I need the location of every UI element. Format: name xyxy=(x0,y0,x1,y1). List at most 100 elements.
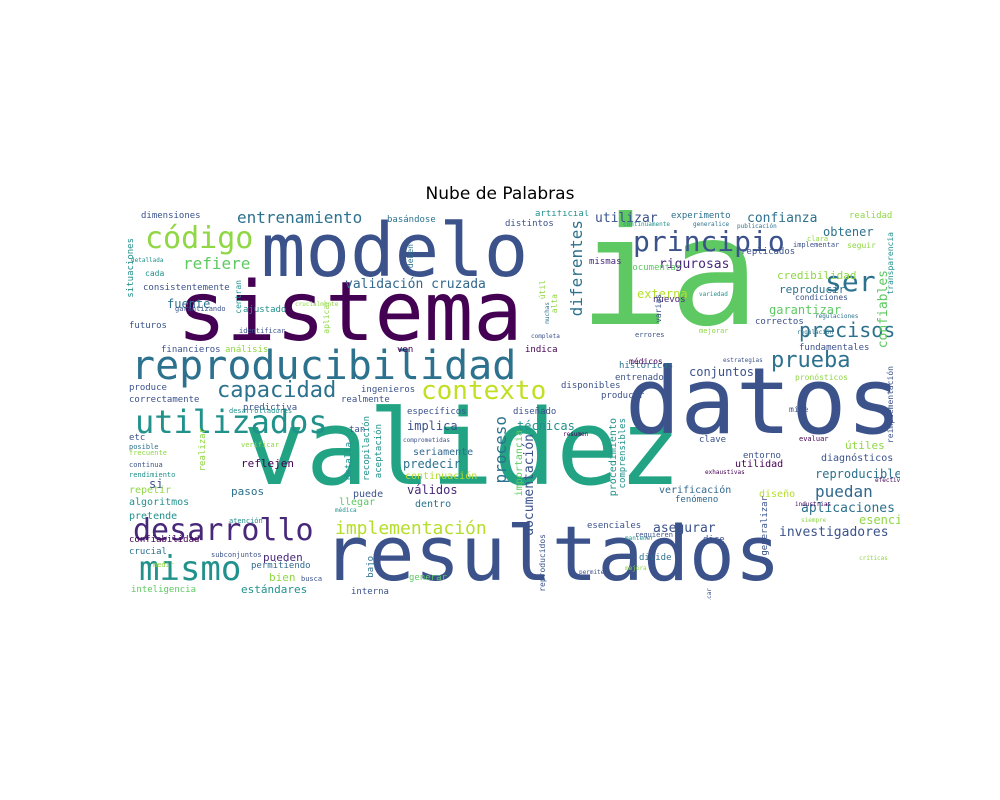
word: comprensibles xyxy=(618,418,628,489)
word: variedad xyxy=(699,291,728,298)
word: documentar xyxy=(627,263,682,273)
word: alta xyxy=(550,294,559,314)
word: reimplementación xyxy=(886,366,895,444)
word: validación cruzada xyxy=(345,277,486,292)
word: reproducidos xyxy=(538,534,547,592)
word: fenómeno xyxy=(675,495,719,505)
word: sistema xyxy=(177,265,523,360)
word: condiciones xyxy=(795,293,848,302)
word: puede xyxy=(353,489,384,500)
word: nuevos xyxy=(653,295,686,305)
word: mide xyxy=(789,405,809,414)
word: industrias xyxy=(795,501,832,508)
word: implementar xyxy=(793,241,840,249)
word: requieren xyxy=(635,531,673,539)
word: útil xyxy=(538,280,547,300)
chart-title: Nube de Palabras xyxy=(425,184,575,204)
word: publicación xyxy=(737,223,777,230)
word: continua xyxy=(129,461,163,469)
word: replicados xyxy=(741,247,796,257)
word: garantizando xyxy=(175,305,226,313)
word: validez xyxy=(243,387,682,509)
word: importancia xyxy=(514,430,525,497)
word: correctamente xyxy=(129,395,200,405)
word: basándose xyxy=(387,215,436,225)
word: pretende xyxy=(129,511,178,522)
word: inteligencia xyxy=(131,585,197,595)
word: frecuente xyxy=(129,449,167,457)
word: dice xyxy=(703,535,725,545)
word: producir xyxy=(601,391,645,401)
word: indica xyxy=(525,345,558,355)
word: regulación xyxy=(797,329,834,336)
word: permite xyxy=(579,569,605,576)
word: deben xyxy=(406,244,415,269)
word: continuamente xyxy=(623,221,670,228)
word: llegar xyxy=(339,497,376,508)
word: confianza xyxy=(747,211,818,226)
word: si xyxy=(149,477,164,491)
word: médica xyxy=(335,507,357,514)
word: consistentemente xyxy=(143,283,230,293)
word: esencial xyxy=(859,513,900,527)
word: datos xyxy=(625,348,900,455)
word: entrenamiento xyxy=(237,210,363,227)
word: generalizar xyxy=(760,496,770,556)
word: bajo xyxy=(366,556,376,578)
word: estándares xyxy=(241,583,308,596)
word: completa xyxy=(531,333,560,340)
word: comprometidas xyxy=(403,437,450,444)
word: siempre xyxy=(801,517,827,524)
word: ingenieros xyxy=(361,385,416,395)
word: centran xyxy=(234,280,243,314)
word: muchas xyxy=(544,302,551,324)
word: diseño xyxy=(759,489,796,500)
word: predecir xyxy=(403,457,461,471)
word: cada xyxy=(145,269,165,278)
word: capacidad xyxy=(217,378,337,403)
word: esenciales xyxy=(587,521,642,531)
word: efectiva xyxy=(875,477,900,484)
word: mejora xyxy=(625,565,647,572)
word: algoritmos xyxy=(129,497,190,508)
word: mejorar xyxy=(699,327,729,335)
word: dentro xyxy=(415,499,452,510)
word: dimensiones xyxy=(141,211,201,221)
word: desarrollo xyxy=(133,513,314,548)
word: generar xyxy=(409,573,447,583)
word: realizar xyxy=(198,428,208,472)
word: confiabilidad xyxy=(129,535,200,545)
word: reproducible xyxy=(815,467,900,481)
word: reflejen xyxy=(241,457,294,470)
word: financieros xyxy=(161,345,221,355)
word: errores xyxy=(635,331,665,339)
word: detallada xyxy=(131,257,164,264)
word: produce xyxy=(129,383,167,393)
word: disponibles xyxy=(561,381,621,391)
word: correctos xyxy=(755,317,804,327)
word: pronósticos xyxy=(795,373,848,382)
word: transparencia xyxy=(886,232,895,295)
word: permitiendo xyxy=(251,561,311,571)
word: reproducir xyxy=(779,283,846,296)
word: garantizar xyxy=(769,303,842,317)
word: repetir xyxy=(129,485,172,496)
word: entorno xyxy=(743,451,781,461)
word: código xyxy=(145,221,254,256)
word: ser xyxy=(825,265,876,298)
word: investigadores xyxy=(779,525,889,540)
word: implementación xyxy=(335,518,487,539)
word: resultados xyxy=(323,509,781,598)
word: principio xyxy=(633,225,785,258)
word: prueba xyxy=(771,348,851,373)
word: seguir xyxy=(847,241,876,250)
word: ven xyxy=(397,345,414,355)
word: credibilidad xyxy=(777,269,857,282)
word: mantener xyxy=(625,535,654,542)
word: puedan xyxy=(815,482,873,501)
word: fundamentales xyxy=(799,343,870,353)
word: análisis xyxy=(225,345,269,355)
word: asegurar xyxy=(653,521,716,536)
word: crucial xyxy=(129,547,167,557)
word: externa xyxy=(637,287,688,301)
